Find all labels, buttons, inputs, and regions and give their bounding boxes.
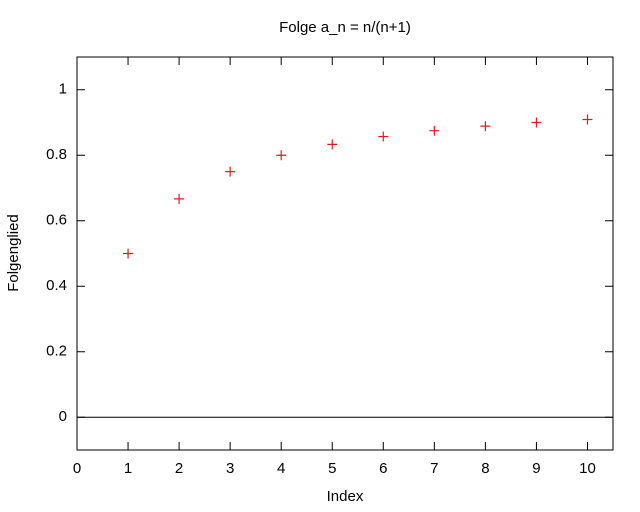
chart-title: Folge a_n = n/(n+1) [279,19,411,36]
data-point [429,125,440,136]
x-tick-label: 8 [481,460,489,477]
y-tick-label: 0.4 [46,277,67,294]
y-tick-label: 0 [59,408,67,425]
x-tick-label: 7 [430,460,438,477]
y-tick-label: 0.6 [46,212,67,229]
x-axis-label: Index [327,488,364,505]
data-point [582,114,593,125]
x-tick-label: 0 [73,460,81,477]
plot-frame [76,56,614,451]
data-point [531,117,542,128]
y-axis-label: Folgenglied [5,214,22,292]
data-point [225,166,236,177]
data-point [123,248,134,259]
data-point [174,193,185,204]
data-point [480,121,491,132]
y-tick-label: 1 [59,81,67,98]
x-tick-label: 10 [579,460,596,477]
x-tick-label: 6 [379,460,387,477]
data-point [327,139,338,150]
x-tick-label: 2 [175,460,183,477]
y-tick-label: 0.2 [46,343,67,360]
x-tick-label: 1 [124,460,132,477]
x-tick-label: 3 [226,460,234,477]
data-point [276,150,287,161]
data-point [378,131,389,142]
x-tick-label: 4 [277,460,285,477]
x-tick-label: 5 [328,460,336,477]
y-tick-label: 0.8 [46,146,67,163]
x-tick-label: 9 [532,460,540,477]
